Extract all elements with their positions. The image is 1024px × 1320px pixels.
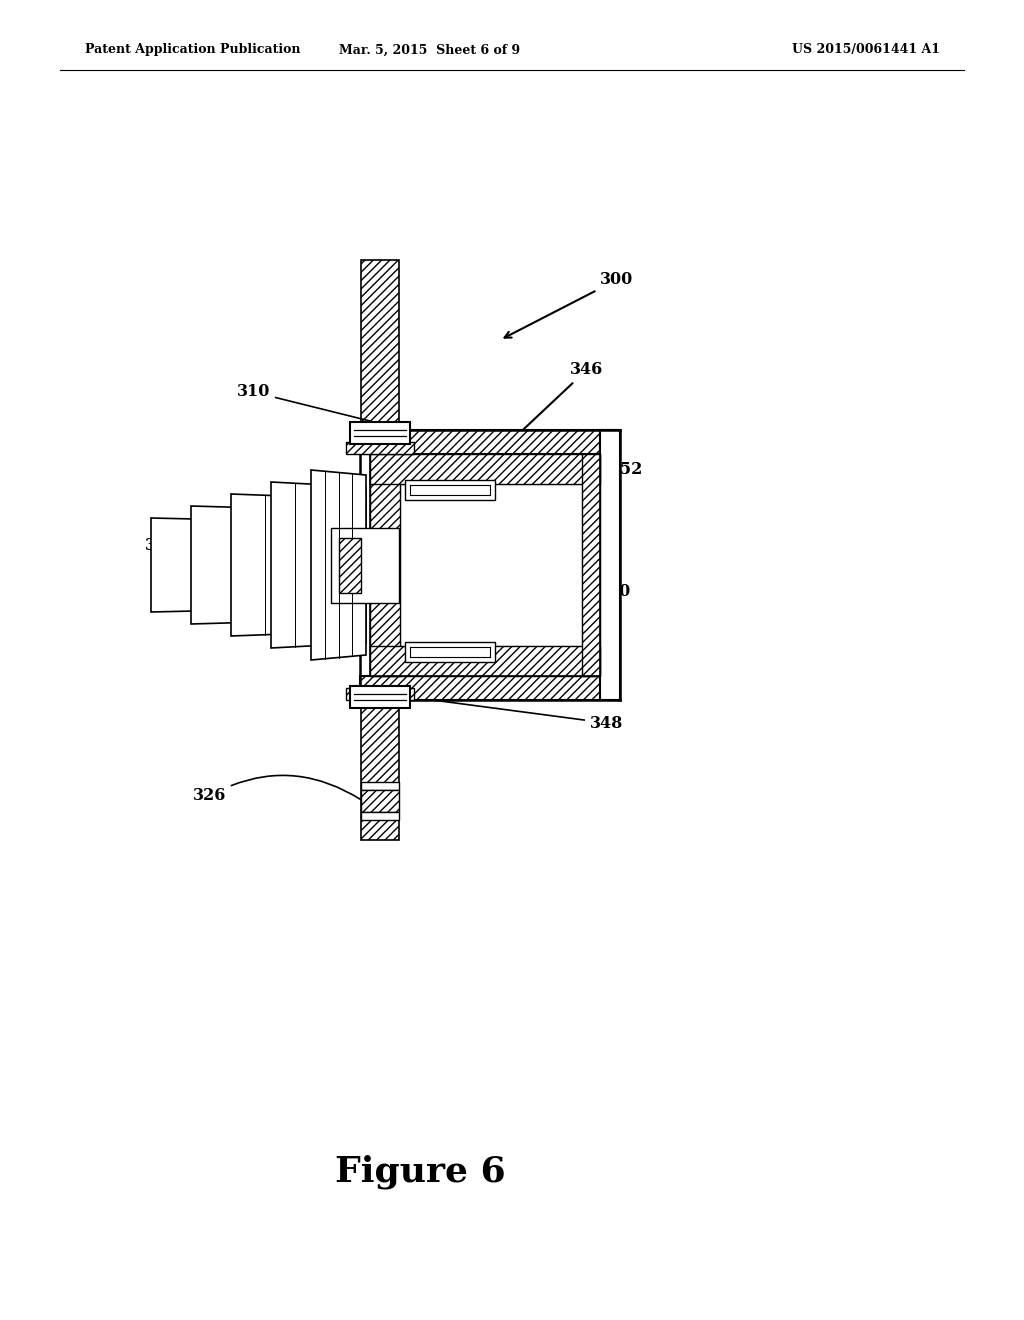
- Polygon shape: [151, 517, 366, 612]
- Bar: [600, 430, 620, 700]
- Polygon shape: [191, 506, 366, 624]
- Text: 350: 350: [530, 582, 631, 599]
- Bar: [346, 688, 414, 700]
- Bar: [370, 454, 400, 676]
- Bar: [350, 422, 410, 444]
- Text: 346: 346: [514, 362, 603, 438]
- Bar: [582, 454, 600, 676]
- Bar: [406, 642, 495, 663]
- Bar: [361, 812, 399, 820]
- Bar: [361, 781, 399, 789]
- Polygon shape: [311, 470, 366, 660]
- Bar: [370, 454, 600, 484]
- Text: 300: 300: [505, 272, 633, 338]
- Bar: [346, 442, 414, 454]
- Bar: [350, 686, 410, 708]
- Bar: [339, 537, 361, 593]
- Bar: [370, 645, 600, 676]
- Text: Mar. 5, 2015  Sheet 6 of 9: Mar. 5, 2015 Sheet 6 of 9: [339, 44, 520, 57]
- Bar: [360, 676, 620, 700]
- Bar: [400, 484, 582, 645]
- Text: 328: 328: [144, 536, 279, 553]
- Bar: [406, 480, 495, 500]
- Text: 326: 326: [193, 775, 360, 804]
- Polygon shape: [231, 494, 366, 636]
- Text: 348: 348: [413, 697, 624, 731]
- Text: 352: 352: [503, 462, 643, 490]
- Text: US 2015/0061441 A1: US 2015/0061441 A1: [792, 44, 940, 57]
- Polygon shape: [271, 482, 366, 648]
- Bar: [331, 528, 399, 602]
- Text: Figure 6: Figure 6: [335, 1155, 506, 1189]
- Bar: [361, 789, 399, 812]
- Text: 310: 310: [237, 384, 372, 421]
- Bar: [361, 260, 399, 430]
- Text: Patent Application Publication: Patent Application Publication: [85, 44, 300, 57]
- Bar: [360, 430, 620, 454]
- Bar: [361, 700, 399, 840]
